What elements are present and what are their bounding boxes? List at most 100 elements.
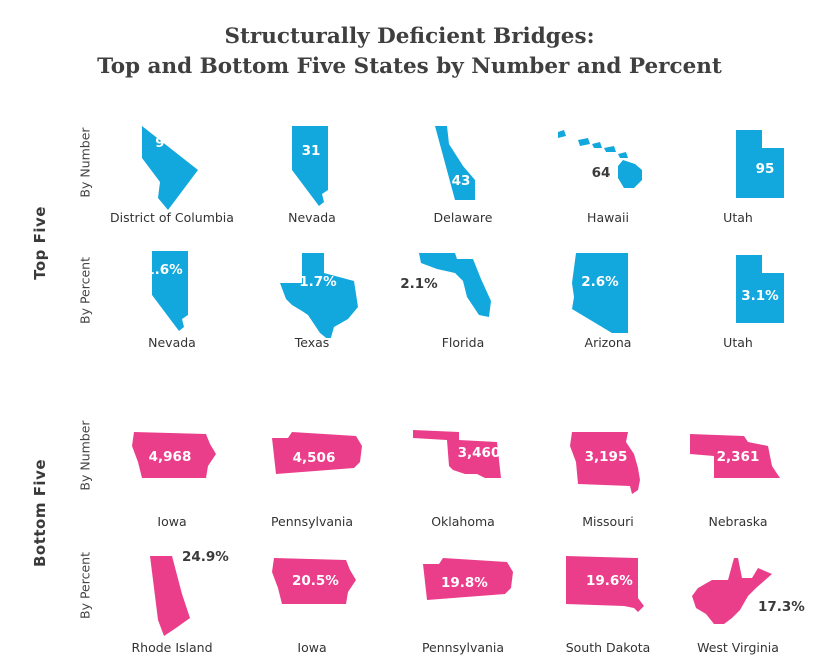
state-name-label: Oklahoma — [431, 514, 495, 529]
group-label-bottom-five: Bottom Five — [31, 458, 49, 568]
state-mark-iowa — [272, 558, 356, 604]
state-shape-hawaii — [558, 130, 642, 188]
state-cell-rhode-island: 24.9% Rhode Island — [102, 548, 242, 658]
state-shape-oklahoma — [413, 430, 501, 478]
value-label: 20.5% — [292, 573, 339, 589]
state-cell-pennsylvania: 4,506 Pennsylvania — [242, 422, 382, 532]
state-cell-iowa: 20.5% Iowa — [242, 548, 382, 658]
state-mark-south-dakota — [566, 556, 644, 612]
value-label: 4,968 — [148, 449, 192, 465]
state-name-label: Delaware — [433, 210, 493, 225]
state-cell-oklahoma: 3,460 Oklahoma — [393, 422, 533, 532]
value-label: 64 — [591, 165, 611, 181]
state-shape-nevada — [152, 251, 188, 331]
state-name-label: Texas — [294, 335, 330, 350]
value-label: 43 — [451, 173, 471, 189]
state-mark-utah — [736, 255, 784, 323]
state-shape-rhode-island — [150, 556, 190, 636]
state-name-label: Hawaii — [587, 210, 629, 225]
state-cell-nebraska: 2,361 Nebraska — [668, 422, 808, 532]
state-cell-nevada: 31 Nevada — [242, 118, 382, 228]
state-mark-arizona — [572, 253, 628, 333]
state-mark-rhode-island — [150, 556, 190, 636]
value-label: 24.9% — [182, 549, 229, 565]
value-label: 3.1% — [741, 288, 779, 304]
state-mark-pennsylvania — [423, 558, 513, 600]
state-cell-district-of-columbia: 9 District of Columbia — [102, 118, 242, 228]
value-label: 19.8% — [441, 575, 488, 591]
value-label: 31 — [301, 143, 321, 159]
state-name-label: Iowa — [297, 640, 327, 655]
state-name-label: Nevada — [148, 335, 196, 350]
title-line-2: Top and Bottom Five States by Number and… — [97, 54, 722, 79]
state-name-label: Iowa — [157, 514, 187, 529]
state-name-label: South Dakota — [565, 640, 651, 655]
value-label: 19.6% — [586, 573, 633, 589]
state-name-label: Arizona — [584, 335, 632, 350]
state-mark-pennsylvania — [272, 432, 362, 474]
state-shape-pennsylvania — [423, 558, 513, 600]
state-shape-district-of-columbia — [142, 126, 198, 210]
state-mark-oklahoma — [413, 430, 501, 478]
state-shape-nebraska — [690, 434, 780, 478]
state-cell-south-dakota: 19.6% South Dakota — [538, 548, 678, 658]
state-mark-nebraska — [690, 434, 780, 478]
state-shape-iowa — [272, 558, 356, 604]
state-shape-west-virginia — [692, 558, 772, 624]
state-mark-iowa — [132, 432, 216, 478]
state-name-label: Florida — [441, 335, 485, 350]
state-mark-nevada — [152, 251, 188, 331]
value-label: 9 — [155, 135, 165, 151]
state-mark-florida — [419, 253, 491, 317]
row-label-bottom-number: By Number — [77, 420, 93, 491]
value-label: 3,460 — [457, 445, 501, 461]
state-shape-nevada — [292, 126, 328, 206]
group-label-top-five: Top Five — [31, 206, 49, 280]
state-name-label: Pennsylvania — [421, 640, 505, 655]
state-cell-delaware: 43 Delaware — [393, 118, 533, 228]
state-shape-iowa — [132, 432, 216, 478]
state-mark-west-virginia — [692, 558, 772, 624]
state-shape-texas — [280, 253, 358, 338]
state-shape-south-dakota — [566, 556, 644, 612]
state-cell-florida: 2.1% Florida — [393, 243, 533, 353]
state-name-label: Pennsylvania — [270, 514, 354, 529]
state-name-label: Rhode Island — [131, 640, 213, 655]
state-mark-texas — [280, 253, 358, 338]
state-mark-utah — [736, 130, 784, 198]
state-cell-texas: 1.7% Texas — [242, 243, 382, 353]
state-shape-missouri — [570, 432, 640, 494]
value-label: 2.1% — [400, 276, 438, 292]
state-name-label: Nevada — [288, 210, 336, 225]
state-shape-utah — [736, 255, 784, 323]
state-mark-delaware — [435, 126, 475, 200]
state-mark-hawaii — [558, 130, 642, 188]
state-cell-pennsylvania: 19.8% Pennsylvania — [393, 548, 533, 658]
value-label: 95 — [755, 161, 775, 177]
state-shape-utah — [736, 130, 784, 198]
state-shape-pennsylvania — [272, 432, 362, 474]
value-label: 3,195 — [584, 449, 628, 465]
state-mark-missouri — [570, 432, 640, 494]
state-name-label: Missouri — [582, 514, 634, 529]
state-shape-delaware — [435, 126, 475, 200]
state-name-label: District of Columbia — [110, 210, 234, 225]
state-cell-west-virginia: 17.3% West Virginia — [668, 548, 808, 658]
value-label: 1.7% — [299, 274, 337, 290]
value-label: 1.6% — [145, 262, 183, 278]
state-name-label: Utah — [723, 210, 753, 225]
value-label: 17.3% — [758, 599, 805, 615]
row-label-top-number: By Number — [77, 127, 93, 198]
state-name-label: Utah — [723, 335, 753, 350]
title-line-1: Structurally Deficient Bridges: — [224, 24, 595, 49]
state-mark-nevada — [292, 126, 328, 206]
row-label-top-percent: By Percent — [77, 257, 93, 324]
value-label: 2,361 — [716, 449, 760, 465]
chart-title: Structurally Deficient Bridges: Top and … — [0, 22, 819, 82]
row-label-bottom-percent: By Percent — [77, 552, 93, 619]
value-label: 4,506 — [292, 450, 336, 466]
state-cell-utah: 95 Utah — [668, 118, 808, 228]
state-shape-arizona — [572, 253, 628, 333]
state-cell-hawaii: 64 Hawaii — [538, 118, 678, 228]
state-name-label: West Virginia — [697, 640, 779, 655]
